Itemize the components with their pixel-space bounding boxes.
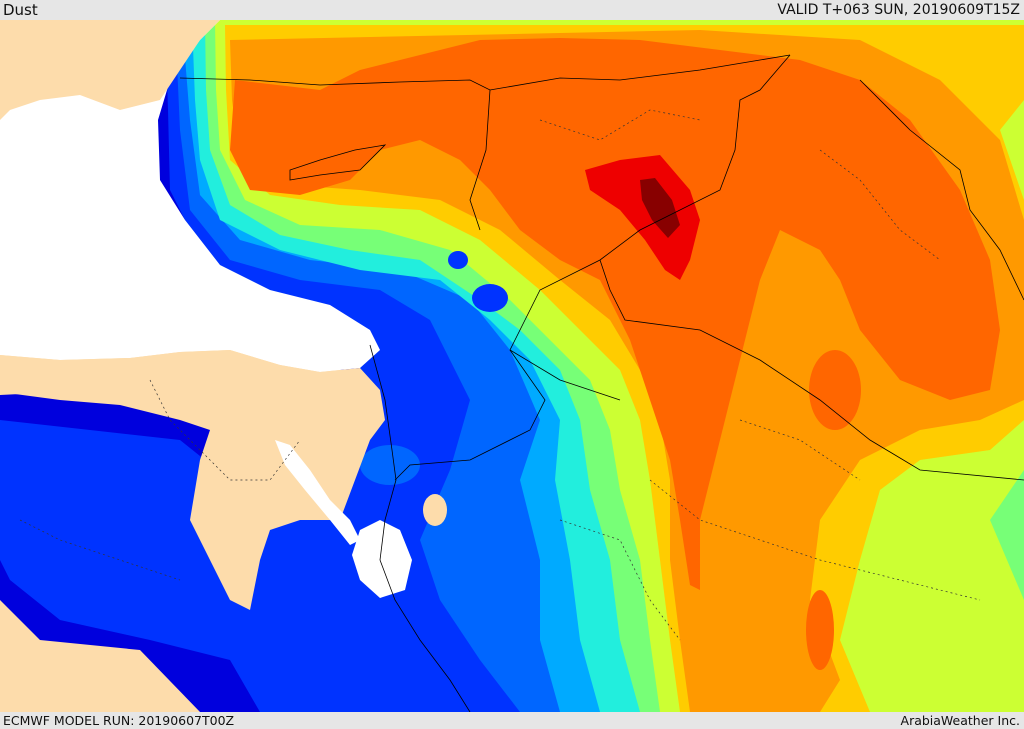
header-bar: Dust VALID T+063 SUN, 20190609T15Z bbox=[0, 0, 1024, 20]
dust-level-10-south bbox=[809, 350, 861, 430]
footer-bar: ECMWF MODEL RUN: 20190607T00Z ArabiaWeat… bbox=[0, 712, 1024, 729]
dust-level-10-south-2 bbox=[806, 590, 834, 670]
egypt-land bbox=[0, 350, 385, 610]
map-title: Dust bbox=[3, 1, 38, 19]
dust-level-10 bbox=[230, 38, 1000, 590]
model-run-label: ECMWF MODEL RUN: 20190607T00Z bbox=[3, 713, 235, 728]
turkey-land bbox=[0, 20, 220, 120]
map-area bbox=[0, 20, 1024, 712]
dust-blob-levant-1 bbox=[472, 284, 508, 312]
dust-level-11 bbox=[585, 155, 700, 280]
valid-time-label: VALID T+063 SUN, 20190609T15Z bbox=[777, 2, 1020, 18]
region-boundaries bbox=[19, 109, 981, 641]
credit-label: ArabiaWeather Inc. bbox=[900, 713, 1020, 728]
dust-blob-sinai bbox=[360, 445, 420, 485]
dust-field-map bbox=[0, 20, 1024, 712]
red-sea-channel bbox=[275, 440, 360, 545]
country-borders bbox=[179, 54, 1024, 712]
dust-level-12 bbox=[640, 178, 680, 238]
mediterranean-sea bbox=[0, 20, 380, 372]
dust-blob-levant-2 bbox=[448, 251, 468, 269]
red-sea bbox=[352, 520, 412, 598]
gulf-of-aqaba-water bbox=[423, 494, 447, 526]
